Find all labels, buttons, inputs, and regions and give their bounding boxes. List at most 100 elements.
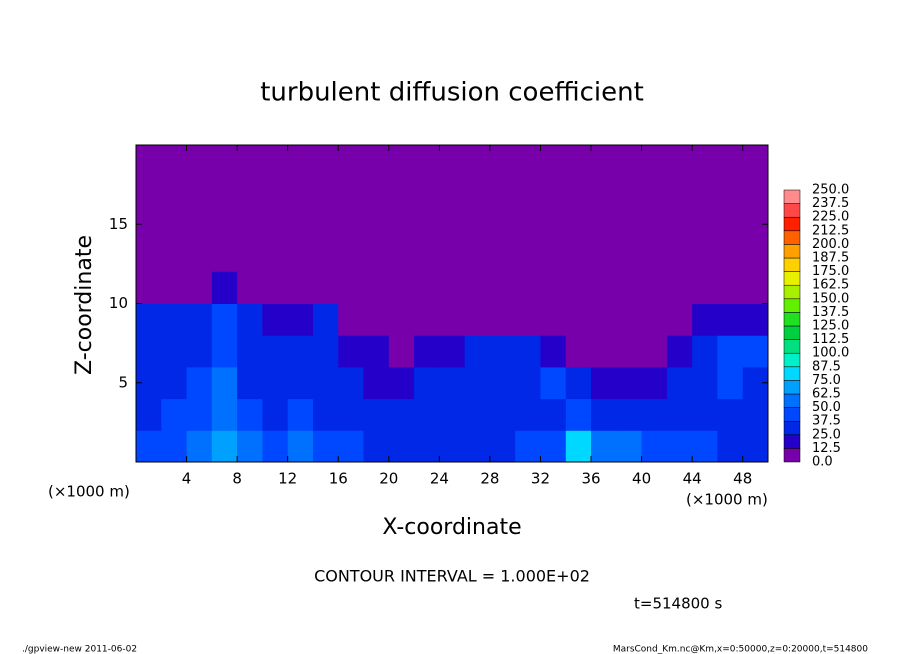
- x-tick-label: 48: [733, 470, 752, 488]
- heatmap-cell: [338, 430, 365, 463]
- colorbar-band: [783, 434, 801, 449]
- heatmap-cell: [717, 271, 744, 304]
- heatmap-cell: [439, 303, 466, 336]
- heatmap-cell: [540, 366, 567, 400]
- heatmap-cell: [338, 271, 365, 304]
- x-tick-label: 24: [430, 470, 449, 488]
- heatmap-cell: [211, 303, 238, 336]
- heatmap-cell: [312, 271, 339, 304]
- heatmap-cell: [464, 335, 491, 368]
- heatmap-cell: [439, 398, 466, 431]
- heatmap-cell: [186, 430, 213, 463]
- heatmap-cell: [641, 430, 668, 463]
- heatmap-cell: [540, 335, 567, 368]
- colorbar-band: [783, 407, 801, 422]
- colorbar-label: 225.0: [812, 210, 849, 225]
- heatmap-cell: [186, 335, 213, 368]
- heatmap-cell: [717, 430, 744, 463]
- heatmap-cell: [186, 398, 213, 431]
- colorbar-band: [783, 339, 801, 354]
- colorbar-band: [783, 298, 801, 313]
- heatmap-cell: [338, 398, 365, 431]
- x-tick-label: 16: [329, 470, 348, 488]
- heatmap-cell: [540, 303, 567, 336]
- heatmap-cell: [666, 335, 693, 368]
- time-label: t=514800 s: [634, 595, 722, 613]
- colorbar-band: [783, 244, 801, 259]
- heatmap-cell: [666, 271, 693, 304]
- colorbar-band: [783, 366, 801, 381]
- heatmap-cell: [136, 303, 162, 336]
- heatmap-cell: [565, 366, 592, 400]
- x-tick-label: 20: [379, 470, 398, 488]
- heatmap-cell: [161, 303, 188, 336]
- heatmap-cell: [489, 335, 516, 368]
- heatmap-cell: [136, 398, 162, 431]
- colorbar-band: [783, 284, 801, 300]
- heatmap-cell: [161, 271, 188, 304]
- colorbar-label: 37.5: [812, 414, 841, 429]
- heatmap-cell: [591, 303, 617, 336]
- heatmap-cell: [262, 303, 289, 336]
- heatmap-cell: [237, 398, 263, 431]
- heatmap-cell: [388, 398, 415, 431]
- colorbar-band: [783, 271, 801, 286]
- heatmap-cell: [540, 398, 567, 431]
- heatmap-cell: [742, 335, 769, 368]
- heatmap-cell: [641, 335, 668, 368]
- heatmap-cell: [363, 366, 390, 400]
- heatmap-cell: [237, 271, 263, 304]
- heatmap-cell: [439, 430, 466, 463]
- heatmap-cell: [262, 398, 289, 431]
- colorbar-label: 62.5: [812, 387, 841, 402]
- heatmap-cell: [565, 335, 592, 368]
- heatmap-cell: [489, 430, 516, 463]
- colorbar-band: [783, 257, 801, 272]
- heatmap-cell: [262, 271, 289, 304]
- colorbar-label: 162.5: [812, 278, 849, 293]
- heatmap-cell: [464, 398, 491, 431]
- colorbar-band: [783, 189, 801, 204]
- colorbar-band: [783, 393, 801, 408]
- heatmap-cell: [161, 335, 188, 368]
- heatmap-cell: [287, 303, 314, 336]
- x-tick-label: 4: [182, 470, 192, 488]
- chart-title: turbulent diffusion coefficient: [260, 78, 644, 108]
- x-tick-label: 44: [683, 470, 702, 488]
- heatmap-cell: [515, 430, 541, 463]
- heatmap-cell: [515, 335, 541, 368]
- heatmap-cell: [641, 303, 668, 336]
- colorbar-label: 150.0: [812, 291, 849, 306]
- colorbar-band: [783, 230, 801, 245]
- heatmap-cell: [136, 335, 162, 368]
- heatmap-cell: [363, 303, 390, 336]
- heatmap-cell: [464, 430, 491, 463]
- y-unit: (×1000 m): [48, 483, 130, 501]
- heatmap-cell: [489, 271, 516, 304]
- heatmap-cell: [666, 366, 693, 400]
- heatmap-cell: [591, 271, 617, 304]
- heatmap-cell: [287, 398, 314, 431]
- heatmap-cell: [616, 303, 643, 336]
- x-axis-label: X-coordinate: [382, 515, 521, 540]
- heatmap-cell: [161, 430, 188, 463]
- heatmap-cell: [692, 430, 718, 463]
- heatmap-cell: [692, 271, 718, 304]
- colorbar-label: 175.0: [812, 264, 849, 279]
- heatmap-cell: [641, 398, 668, 431]
- heatmap-cell: [616, 271, 643, 304]
- colorbar-label: 87.5: [812, 359, 841, 374]
- colorbar-label: 187.5: [812, 251, 849, 266]
- heatmap-cell: [414, 430, 440, 463]
- heatmap-cell: [388, 430, 415, 463]
- heatmap-cell: [464, 271, 491, 304]
- heatmap-cell: [742, 398, 769, 431]
- colorbar-label: 12.5: [812, 441, 841, 456]
- heatmap-cell: [692, 366, 718, 400]
- colorbar-label: 125.0: [812, 319, 849, 334]
- heatmap-cell: [591, 398, 617, 431]
- heatmap-cell: [641, 271, 668, 304]
- heatmap-cell: [565, 271, 592, 304]
- heatmap-cell: [692, 398, 718, 431]
